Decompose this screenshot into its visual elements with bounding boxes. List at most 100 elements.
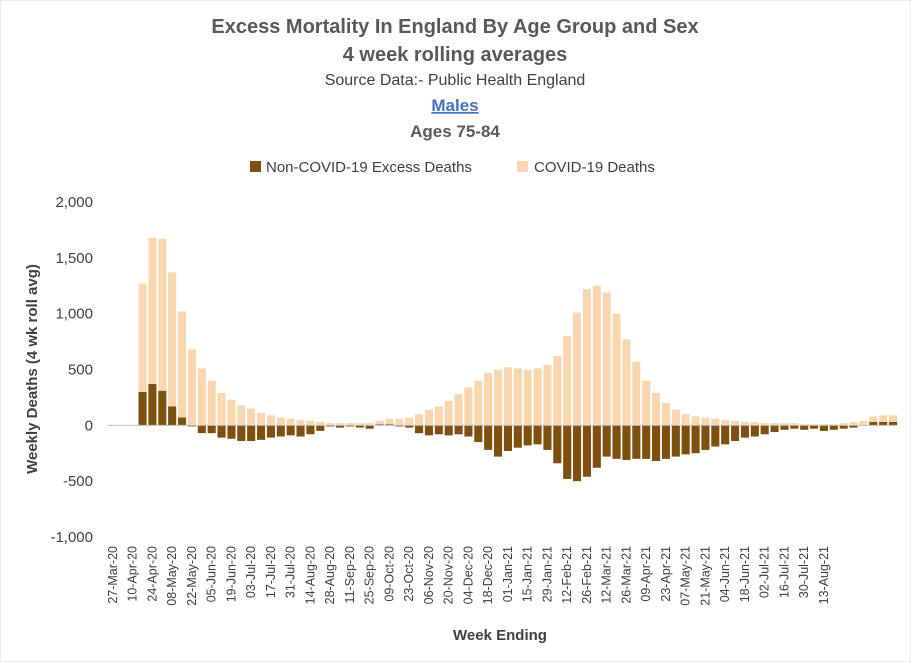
- bar-non-covid: [276, 425, 285, 437]
- x-tick-label: 04-Dec-20: [461, 546, 475, 604]
- x-tick-label: 30-Jul-21: [797, 546, 811, 598]
- bar-non-covid: [533, 425, 542, 445]
- x-tick-label: 10-Apr-20: [126, 546, 140, 602]
- bar-non-covid: [701, 425, 710, 450]
- x-tick-label: 24-Apr-20: [145, 546, 159, 602]
- bar-non-covid: [760, 425, 769, 435]
- x-tick-label: 23-Oct-20: [402, 546, 416, 602]
- x-tick-label: 28-Aug-20: [323, 546, 337, 604]
- bar-non-covid: [652, 425, 661, 462]
- bar-covid: [444, 400, 453, 426]
- bar-non-covid: [138, 391, 147, 426]
- bar-non-covid: [454, 425, 463, 435]
- x-tick-label: 09-Apr-21: [639, 546, 653, 602]
- bar-non-covid: [671, 425, 680, 457]
- bar-non-covid: [582, 425, 591, 477]
- bar-covid: [513, 368, 522, 426]
- bar-non-covid: [484, 425, 493, 450]
- bar-covid: [197, 368, 206, 426]
- bar-covid: [602, 292, 611, 426]
- bar-covid: [592, 285, 601, 426]
- bar-covid: [395, 418, 404, 426]
- x-tick-label: 17-Jul-20: [264, 546, 278, 598]
- bar-covid: [237, 405, 246, 426]
- bar-non-covid: [563, 425, 572, 479]
- bar-covid: [819, 424, 828, 426]
- bar-covid: [622, 339, 631, 426]
- bar-non-covid: [780, 425, 789, 430]
- bar-covid: [365, 423, 374, 426]
- age-band-label: Ages 75-84: [410, 122, 500, 141]
- y-tick-label: 1,000: [55, 306, 93, 323]
- bar-non-covid: [286, 425, 295, 436]
- x-tick-label: 07-May-21: [679, 546, 693, 606]
- x-tick-label: 27-Mar-20: [106, 546, 120, 604]
- bar-covid: [286, 418, 295, 426]
- bar-non-covid: [424, 425, 433, 436]
- bar-covid: [869, 416, 878, 422]
- y-tick-label: -500: [63, 473, 93, 490]
- bar-non-covid: [178, 417, 187, 426]
- x-tick-label: 03-Jul-20: [244, 546, 258, 598]
- bar-non-covid: [415, 425, 424, 434]
- bar-non-covid: [247, 425, 256, 441]
- bar-non-covid: [148, 384, 157, 426]
- bar-non-covid: [829, 425, 838, 430]
- bar-covid: [780, 423, 789, 426]
- bar-non-covid: [207, 425, 216, 434]
- bar-non-covid: [503, 425, 512, 452]
- bar-covid: [474, 380, 483, 426]
- bar-covid: [415, 414, 424, 426]
- bar-covid: [721, 419, 730, 426]
- bar-covid: [553, 356, 562, 426]
- bar-non-covid: [434, 425, 443, 435]
- bar-non-covid: [819, 425, 828, 431]
- bar-non-covid: [632, 425, 641, 459]
- bar-covid: [760, 423, 769, 426]
- bar-covid: [375, 420, 384, 425]
- bar-non-covid: [869, 421, 878, 426]
- bar-covid: [740, 421, 749, 426]
- x-tick-label: 02-Jul-21: [758, 546, 772, 598]
- bar-covid: [612, 313, 621, 426]
- group-link[interactable]: Males: [431, 96, 478, 115]
- bar-covid: [434, 406, 443, 426]
- bar-covid: [178, 311, 187, 418]
- legend-label-covid: COVID-19 Deaths: [534, 159, 655, 176]
- bar-non-covid: [464, 425, 473, 437]
- bar-covid: [790, 423, 799, 426]
- legend-swatch-covid: [517, 161, 528, 172]
- bar-non-covid: [602, 425, 611, 457]
- y-tick-label: -1,000: [50, 529, 93, 546]
- bar-covid: [879, 415, 888, 422]
- chart-source: Source Data:- Public Health England: [325, 72, 586, 89]
- legend-label-non-covid: Non-COVID-19 Excess Deaths: [266, 159, 472, 176]
- bar-covid: [671, 409, 680, 426]
- bar-non-covid: [326, 425, 335, 427]
- bar-covid: [859, 420, 868, 426]
- x-tick-label: 29-Jan-21: [540, 546, 554, 602]
- bar-covid: [503, 367, 512, 426]
- bar-non-covid: [296, 425, 305, 437]
- x-tick-label: 12-Feb-21: [560, 546, 574, 604]
- bar-covid: [484, 372, 493, 426]
- bar-covid: [681, 414, 690, 426]
- bar-covid: [563, 336, 572, 426]
- x-tick-label: 15-Jan-21: [521, 546, 535, 602]
- bar-non-covid: [444, 425, 453, 436]
- bar-non-covid: [790, 425, 799, 429]
- x-tick-label: 23-Apr-21: [659, 546, 673, 602]
- x-tick-label: 18-Jun-21: [738, 546, 752, 602]
- bar-non-covid: [187, 425, 196, 427]
- bar-non-covid: [839, 425, 848, 429]
- bar-non-covid: [395, 425, 404, 427]
- bar-non-covid: [573, 425, 582, 482]
- x-tick-label: 14-Aug-20: [303, 546, 317, 604]
- legend: Non-COVID-19 Excess Deaths COVID-19 Deat…: [250, 159, 655, 176]
- bar-non-covid: [770, 425, 779, 433]
- bar-non-covid: [336, 425, 345, 428]
- bar-covid: [889, 415, 898, 422]
- bar-covid: [632, 361, 641, 426]
- bar-non-covid: [642, 425, 651, 459]
